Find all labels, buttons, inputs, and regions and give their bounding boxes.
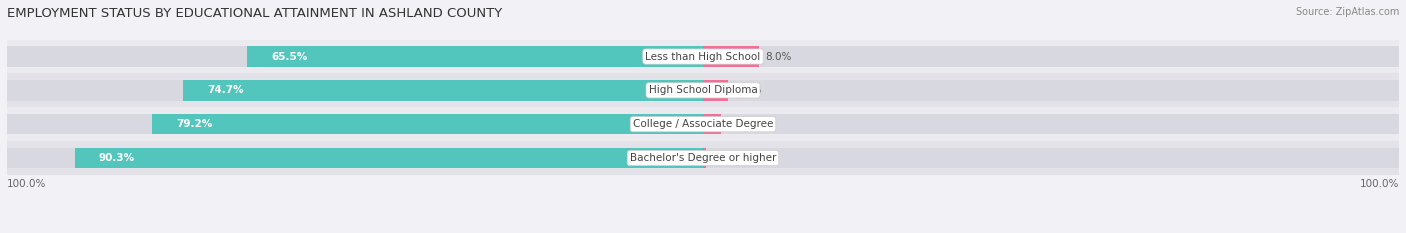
Bar <box>703 141 1399 175</box>
Bar <box>703 107 1399 141</box>
Text: 3.6%: 3.6% <box>735 85 762 95</box>
Bar <box>183 80 703 100</box>
Text: Bachelor's Degree or higher: Bachelor's Degree or higher <box>630 153 776 163</box>
Text: 74.7%: 74.7% <box>208 85 245 95</box>
Text: 100.0%: 100.0% <box>1360 179 1399 189</box>
Bar <box>703 114 1399 134</box>
Bar <box>703 46 1399 67</box>
Text: Less than High School: Less than High School <box>645 51 761 62</box>
Bar <box>7 80 703 100</box>
Text: 0.5%: 0.5% <box>713 153 740 163</box>
Bar <box>75 148 703 168</box>
Text: 90.3%: 90.3% <box>98 153 135 163</box>
Bar <box>703 80 1399 100</box>
Bar <box>703 40 1399 73</box>
Bar <box>703 80 728 100</box>
Text: High School Diploma: High School Diploma <box>648 85 758 95</box>
Bar <box>7 46 703 67</box>
Text: Source: ZipAtlas.com: Source: ZipAtlas.com <box>1295 7 1399 17</box>
Bar <box>703 46 759 67</box>
Bar <box>7 107 703 141</box>
Bar <box>7 148 703 168</box>
Bar <box>247 46 703 67</box>
Bar <box>7 40 703 73</box>
Text: 65.5%: 65.5% <box>271 51 308 62</box>
Bar <box>7 73 703 107</box>
Text: 2.6%: 2.6% <box>728 119 755 129</box>
Bar <box>703 73 1399 107</box>
Bar <box>7 141 703 175</box>
Bar <box>7 114 703 134</box>
Legend: In Labor Force, Unemployed: In Labor Force, Unemployed <box>605 231 801 233</box>
Text: 79.2%: 79.2% <box>176 119 212 129</box>
Bar <box>703 114 721 134</box>
Bar <box>152 114 703 134</box>
Text: 100.0%: 100.0% <box>7 179 46 189</box>
Text: College / Associate Degree: College / Associate Degree <box>633 119 773 129</box>
Bar <box>703 148 706 168</box>
Bar <box>703 148 1399 168</box>
Text: EMPLOYMENT STATUS BY EDUCATIONAL ATTAINMENT IN ASHLAND COUNTY: EMPLOYMENT STATUS BY EDUCATIONAL ATTAINM… <box>7 7 502 20</box>
Text: 8.0%: 8.0% <box>766 51 792 62</box>
